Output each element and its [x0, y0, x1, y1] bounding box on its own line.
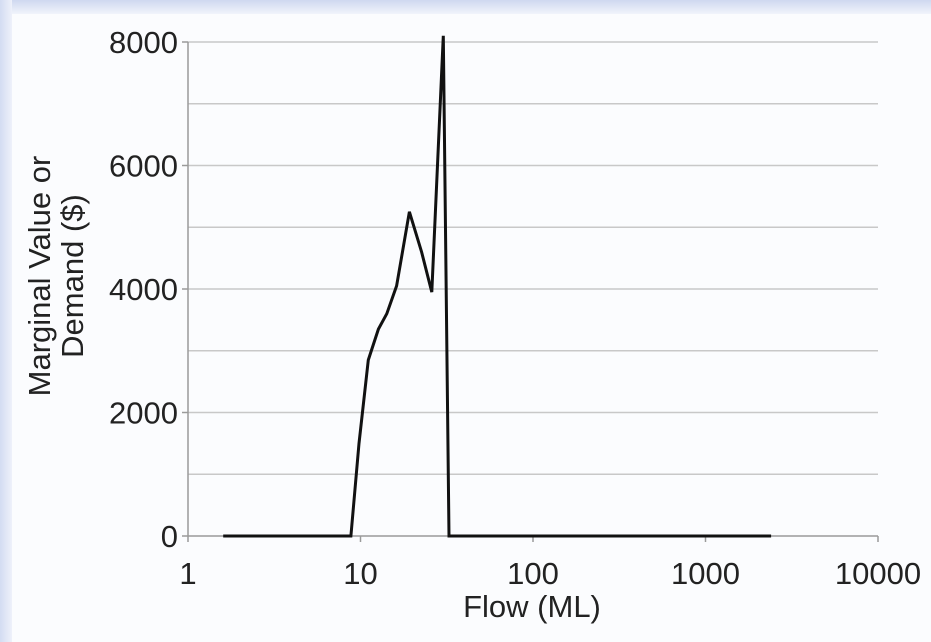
series — [223, 35, 772, 538]
y-tick-labels: 0 2000 4000 6000 8000 — [109, 25, 178, 554]
y-axis-title-line-2: Demand ($) — [55, 194, 90, 358]
x-tick-label: 1000 — [671, 556, 740, 591]
x-tick-label: 10 — [343, 556, 377, 591]
grid-lines — [188, 41, 878, 475]
x-axis-title: Flow (ML) — [463, 589, 601, 624]
y-tick-label: 6000 — [109, 149, 178, 184]
y-tick-label: 0 — [161, 519, 178, 554]
x-tick-label: 10000 — [835, 556, 921, 591]
y-tick-label: 8000 — [109, 25, 178, 60]
x-tick-label: 1 — [179, 556, 196, 591]
y-axis-title-line-1: Marginal Value or — [22, 156, 57, 397]
slide-top-band — [0, 0, 931, 14]
axes — [182, 41, 879, 542]
series-line — [223, 35, 772, 538]
x-tick-labels: 1 10 100 1000 10000 — [179, 556, 921, 591]
y-tick-label: 2000 — [109, 396, 178, 431]
y-tick-label: 4000 — [109, 272, 178, 307]
y-axis-title: Marginal Value or Demand ($) — [22, 156, 90, 397]
slide-left-band — [0, 0, 12, 642]
x-tick-label: 100 — [507, 556, 559, 591]
